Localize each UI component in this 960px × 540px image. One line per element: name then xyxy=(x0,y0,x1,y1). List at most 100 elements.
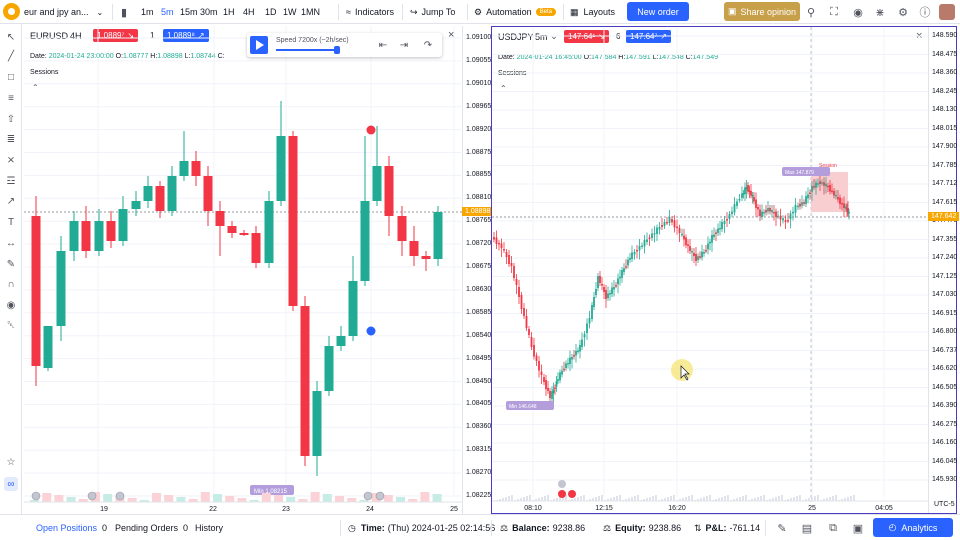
eye-icon[interactable]: ◉ xyxy=(6,299,16,311)
volume-bar xyxy=(619,495,621,501)
step-forward-icon[interactable]: ⇥ xyxy=(399,39,409,51)
document-icon[interactable]: ▤ xyxy=(801,522,813,535)
measure-icon[interactable]: ↔ xyxy=(6,237,16,249)
fib-icon[interactable]: ≡ xyxy=(8,92,14,104)
candle-body xyxy=(761,211,763,217)
cursor-icon[interactable]: ↖ xyxy=(6,31,16,43)
arrow-icon[interactable]: ⇧ xyxy=(6,113,16,125)
collapse-icon[interactable]: ⌃ xyxy=(32,83,39,92)
candle-body xyxy=(591,305,593,319)
timeframe-5m[interactable]: 5m xyxy=(161,7,174,17)
rectangle-icon[interactable]: □ xyxy=(7,71,15,83)
candle-body xyxy=(848,212,850,214)
tab-pending-orders[interactable]: Pending Orders 0 xyxy=(115,515,188,540)
indicators-label: Indicators xyxy=(354,7,394,17)
gann-icon[interactable]: ⨯ xyxy=(6,154,16,166)
candle-body xyxy=(723,221,726,224)
symbol-label[interactable]: EURUSD xyxy=(30,31,69,41)
volume-bar xyxy=(649,497,651,501)
candle-body xyxy=(500,243,503,248)
speed-slider[interactable] xyxy=(276,46,340,54)
timeframe-label[interactable]: 5m xyxy=(535,32,548,42)
analytics-button[interactable]: ◴ Analytics xyxy=(873,518,953,537)
volume-bar xyxy=(847,497,849,501)
share-icon[interactable]: ⋇ xyxy=(875,6,885,19)
sessions-label[interactable]: Sessions xyxy=(30,69,59,76)
jump-to-button[interactable]: ↪ Jump To xyxy=(410,0,455,24)
search-icon[interactable]: ⚲ xyxy=(806,6,816,19)
text-icon[interactable]: T xyxy=(7,216,15,228)
magnet-icon[interactable]: ∩ xyxy=(7,278,15,290)
trash-icon[interactable]: ␡ xyxy=(7,319,15,331)
notes-icon[interactable]: ✎ xyxy=(777,522,787,535)
eurusd-candles[interactable]: Min 1.08215 19 22 23 24 25 xyxy=(24,26,463,514)
indicators-button[interactable]: ≈ Indicators xyxy=(346,0,394,24)
copy-icon[interactable]: ⧉ xyxy=(829,521,837,534)
volume-bar xyxy=(793,497,795,501)
timeframe-1W[interactable]: 1W xyxy=(283,7,297,17)
star-icon[interactable]: ☆ xyxy=(6,456,16,468)
help-icon[interactable]: ⓘ xyxy=(919,7,931,19)
candle-body xyxy=(595,289,597,295)
collapse-icon[interactable]: ⌃ xyxy=(500,84,507,93)
avatar[interactable] xyxy=(939,4,955,20)
close-icon[interactable]: × xyxy=(448,29,455,41)
automation-button[interactable]: ⚙ Automation Beta xyxy=(474,0,556,24)
logo-icon[interactable] xyxy=(3,3,20,20)
usdjpy-price-axis[interactable]: 148.590 148.475 148.360 148.245 148.130 148.0… xyxy=(928,27,957,513)
candle-body xyxy=(839,197,841,204)
timeframe-label[interactable]: 4H xyxy=(70,31,82,41)
session-box xyxy=(811,172,848,212)
volume-bar xyxy=(152,493,161,502)
fullscreen-icon[interactable]: ⛶ xyxy=(830,5,838,18)
pattern-icon[interactable]: ☲ xyxy=(6,175,16,187)
volume-bar xyxy=(643,499,645,501)
symbol-search[interactable]: eur and jpy an... ⌄ xyxy=(24,0,103,24)
volume-bar xyxy=(664,498,666,501)
trendline-icon[interactable]: ╱ xyxy=(7,50,15,62)
timeframe-15m[interactable]: 15m xyxy=(180,7,198,17)
equity-readout: ⚖ Equity: 9238.86 xyxy=(603,515,681,540)
buy-button[interactable]: 1.0889⁸ ↗ xyxy=(163,29,209,42)
eurusd-chart-pane[interactable]: EURUSD 4H ⌄ 1.0889⁷↘ 1 1.0889⁸↗ Date: 20… xyxy=(24,26,463,514)
volume-bar xyxy=(592,498,594,501)
tab-open-positions[interactable]: Open Positions 0 xyxy=(36,515,107,540)
new-order-button[interactable]: New order xyxy=(627,2,689,21)
symbol-label[interactable]: USDJPY xyxy=(498,32,534,42)
candle-body xyxy=(773,212,775,214)
share-opinion-button[interactable]: ▣ Share opinion xyxy=(724,2,800,21)
eurusd-price-axis[interactable]: 1.09100 1.09055 1.09010 1.08965 1.08920 1.088… xyxy=(463,26,492,499)
timeframe-1m[interactable]: 1m xyxy=(141,7,154,17)
candle-style-icon[interactable]: ▮ xyxy=(120,6,128,19)
price-tick: 1.08965 xyxy=(466,102,492,110)
step-back-icon[interactable]: ⇤ xyxy=(378,39,388,51)
volume-bar xyxy=(164,495,174,502)
settings-icon[interactable]: ⚙ xyxy=(898,6,908,19)
tab-history[interactable]: History xyxy=(195,523,224,533)
candle-body xyxy=(731,211,733,214)
projection-icon[interactable]: ↗ xyxy=(6,195,16,207)
camera-icon[interactable]: ◉ xyxy=(853,6,863,19)
exit-replay-icon[interactable]: ↷ xyxy=(423,39,433,51)
brush-icon[interactable]: ✎ xyxy=(6,258,16,270)
volume-bar xyxy=(286,497,296,502)
timeframe-1MN[interactable]: 1MN xyxy=(301,7,321,17)
timeframe-1D[interactable]: 1D xyxy=(265,7,277,17)
sell-button[interactable]: 1.0889⁷ ↘ xyxy=(93,29,139,42)
candle-body xyxy=(703,252,705,254)
usdjpy-candles[interactable]: Session Max 147.879 Min 146.648 08:10 12:15 1… xyxy=(492,27,928,513)
bottom-panel: Open Positions 0 Pending Orders 0 History … xyxy=(0,514,960,540)
window-icon[interactable]: ▣ xyxy=(852,522,864,535)
timeframe-30m[interactable]: 30m xyxy=(200,7,218,17)
candle-body xyxy=(685,237,687,246)
pitchfork-icon[interactable]: ≣ xyxy=(6,133,16,145)
timeframe-1H[interactable]: 1H xyxy=(223,7,235,17)
price-tick: 146.620 xyxy=(932,365,958,372)
usdjpy-chart-pane[interactable]: USDJPY 5m ⌄ 147.64¹↘ 6 147.64⁷↗ Date: 20… xyxy=(491,26,960,514)
layouts-button[interactable]: ▦ Layouts xyxy=(570,0,615,24)
quantity[interactable]: 1 xyxy=(150,31,155,40)
timeframe-4H[interactable]: 4H xyxy=(243,7,255,17)
play-button[interactable] xyxy=(250,36,268,54)
link-icon[interactable]: ∞ xyxy=(4,477,18,491)
timezone-label[interactable]: UTC-5 xyxy=(934,501,955,508)
